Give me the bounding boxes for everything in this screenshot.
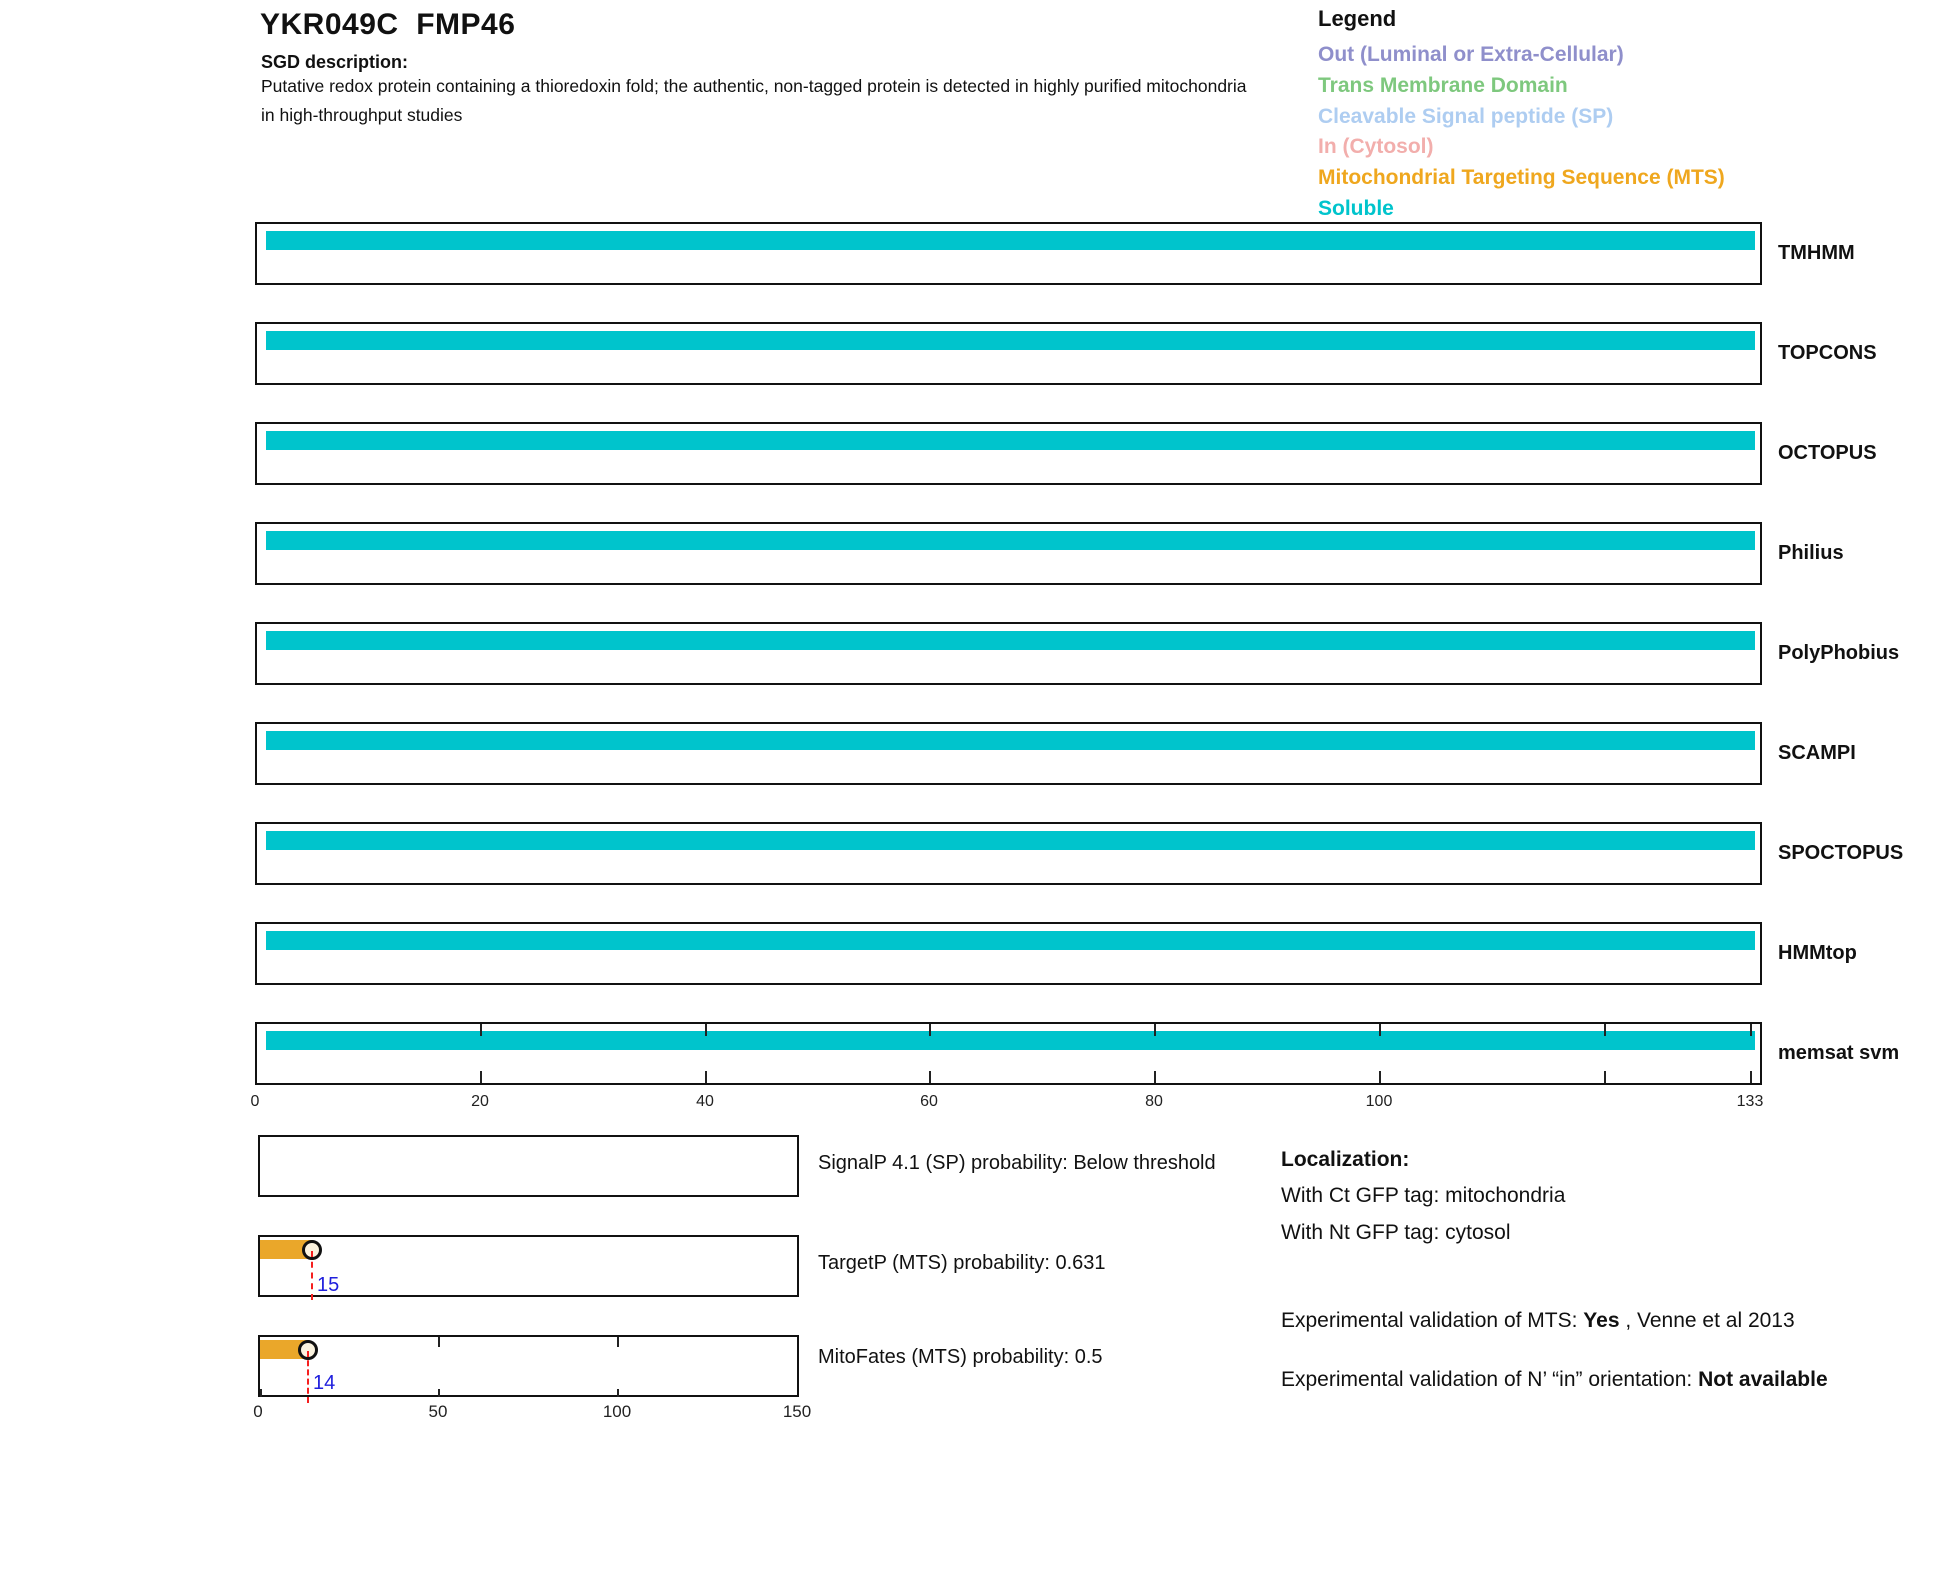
- track-label: SPOCTOPUS: [1778, 842, 1904, 864]
- soluble-bar: [266, 931, 1755, 950]
- axis-tick: [929, 1024, 931, 1036]
- axis-tick: [438, 1389, 440, 1397]
- axis-tick: [1604, 1024, 1606, 1036]
- legend-heading: Legend: [1318, 6, 1397, 31]
- track-label: TMHMM: [1778, 242, 1855, 264]
- sgd-description-label: SGD description:: [261, 52, 409, 72]
- axis-tick: [1154, 1024, 1156, 1036]
- legend-item: Cleavable Signal peptide (SP): [1318, 104, 1614, 128]
- residue-axis-label: 100: [1365, 1093, 1393, 1110]
- axis-tick: [1750, 1071, 1752, 1083]
- residue-axis-label: 60: [920, 1093, 938, 1110]
- localization-nt-gfp: With Nt GFP tag: cytosol: [1281, 1221, 1511, 1244]
- residue-axis-label: 40: [696, 1093, 714, 1110]
- mts-validation-prefix: Experimental validation of MTS:: [1281, 1309, 1584, 1332]
- orientation-validation-prefix: Experimental validation of N’ “in” orien…: [1281, 1368, 1699, 1391]
- targetp-cleavage-line: [311, 1251, 313, 1300]
- legend: Legend Out (Luminal or Extra-Cellular) Tr…: [1318, 6, 1878, 225]
- track-label: SCAMPI: [1778, 742, 1856, 764]
- soluble-bar: [266, 631, 1755, 650]
- mts-validation-value: Yes: [1583, 1309, 1620, 1332]
- probability-axis-label: 100: [602, 1402, 632, 1421]
- track-label: OCTOPUS: [1778, 442, 1877, 464]
- axis-tick: [1604, 1071, 1606, 1083]
- targetp-plot-box: [258, 1235, 799, 1297]
- mitofates-cleavage-site: 14: [313, 1372, 336, 1394]
- localization-ct-gfp: With Ct GFP tag: mitochondria: [1281, 1184, 1566, 1207]
- axis-tick: [617, 1337, 619, 1347]
- legend-items: Out (Luminal or Extra-Cellular) Trans Mem…: [1318, 40, 1878, 225]
- mitofates-plot-box: [258, 1335, 799, 1397]
- targetp-mts-bar: [260, 1240, 313, 1259]
- orientation-validation-value: Not available: [1698, 1368, 1828, 1391]
- axis-tick: [1154, 1071, 1156, 1083]
- soluble-bar: [266, 231, 1755, 250]
- orientation-validation-line: Experimental validation of N’ “in” orien…: [1281, 1364, 1856, 1395]
- axis-tick: [480, 1024, 482, 1036]
- localization-heading: Localization:: [1281, 1148, 1410, 1171]
- track-label: TOPCONS: [1778, 342, 1877, 364]
- residue-axis-label: 133: [1736, 1093, 1764, 1110]
- sgd-description-text: Putative redox protein containing a thio…: [261, 76, 1247, 125]
- track-label: Philius: [1778, 542, 1844, 564]
- legend-item: Soluble: [1318, 196, 1394, 220]
- axis-tick: [480, 1071, 482, 1083]
- soluble-bar: [266, 431, 1755, 450]
- track-label: HMMtop: [1778, 942, 1857, 964]
- axis-tick: [1379, 1024, 1381, 1036]
- soluble-bar: [266, 331, 1755, 350]
- soluble-bar: [266, 731, 1755, 750]
- legend-item: Out (Luminal or Extra-Cellular): [1318, 43, 1624, 66]
- signalp-caption: SignalP 4.1 (SP) probability: Below thre…: [818, 1152, 1216, 1174]
- mts-validation-suffix: , Venne et al 2013: [1619, 1309, 1795, 1332]
- axis-tick: [1750, 1024, 1752, 1036]
- axis-tick: [705, 1024, 707, 1036]
- mitofates-mts-bar: [260, 1340, 309, 1359]
- legend-item: Mitochondrial Targeting Sequence (MTS): [1318, 166, 1725, 190]
- legend-item: In (Cytosol): [1318, 135, 1434, 159]
- residue-axis-label: 20: [471, 1093, 489, 1110]
- probability-axis-label: 0: [253, 1402, 263, 1421]
- mts-validation-line: Experimental validation of MTS: Yes , Ve…: [1281, 1309, 1795, 1333]
- page-title: YKR049C FMP46: [260, 8, 516, 41]
- signalp-plot-box: [258, 1135, 799, 1197]
- axis-tick: [260, 1389, 262, 1397]
- probability-axis-label: 50: [428, 1402, 448, 1421]
- axis-tick: [617, 1389, 619, 1397]
- soluble-bar: [266, 831, 1755, 850]
- axis-tick: [1379, 1071, 1381, 1083]
- targetp-cleavage-site: 15: [317, 1274, 340, 1296]
- track-label: PolyPhobius: [1778, 642, 1900, 664]
- probability-axis-label: 150: [782, 1402, 812, 1421]
- targetp-caption: TargetP (MTS) probability: 0.631: [818, 1252, 1106, 1274]
- mitofates-caption: MitoFates (MTS) probability: 0.5: [818, 1346, 1103, 1368]
- mitofates-cleavage-line: [307, 1351, 309, 1403]
- axis-tick: [438, 1337, 440, 1347]
- soluble-bar: [266, 1031, 1755, 1050]
- residue-axis-label: 80: [1145, 1093, 1163, 1110]
- residue-axis-label: 0: [250, 1093, 260, 1110]
- soluble-bar: [266, 531, 1755, 550]
- track-label: memsat svm: [1778, 1042, 1900, 1064]
- axis-tick: [705, 1071, 707, 1083]
- axis-tick: [929, 1071, 931, 1083]
- legend-item: Trans Membrane Domain: [1318, 73, 1568, 97]
